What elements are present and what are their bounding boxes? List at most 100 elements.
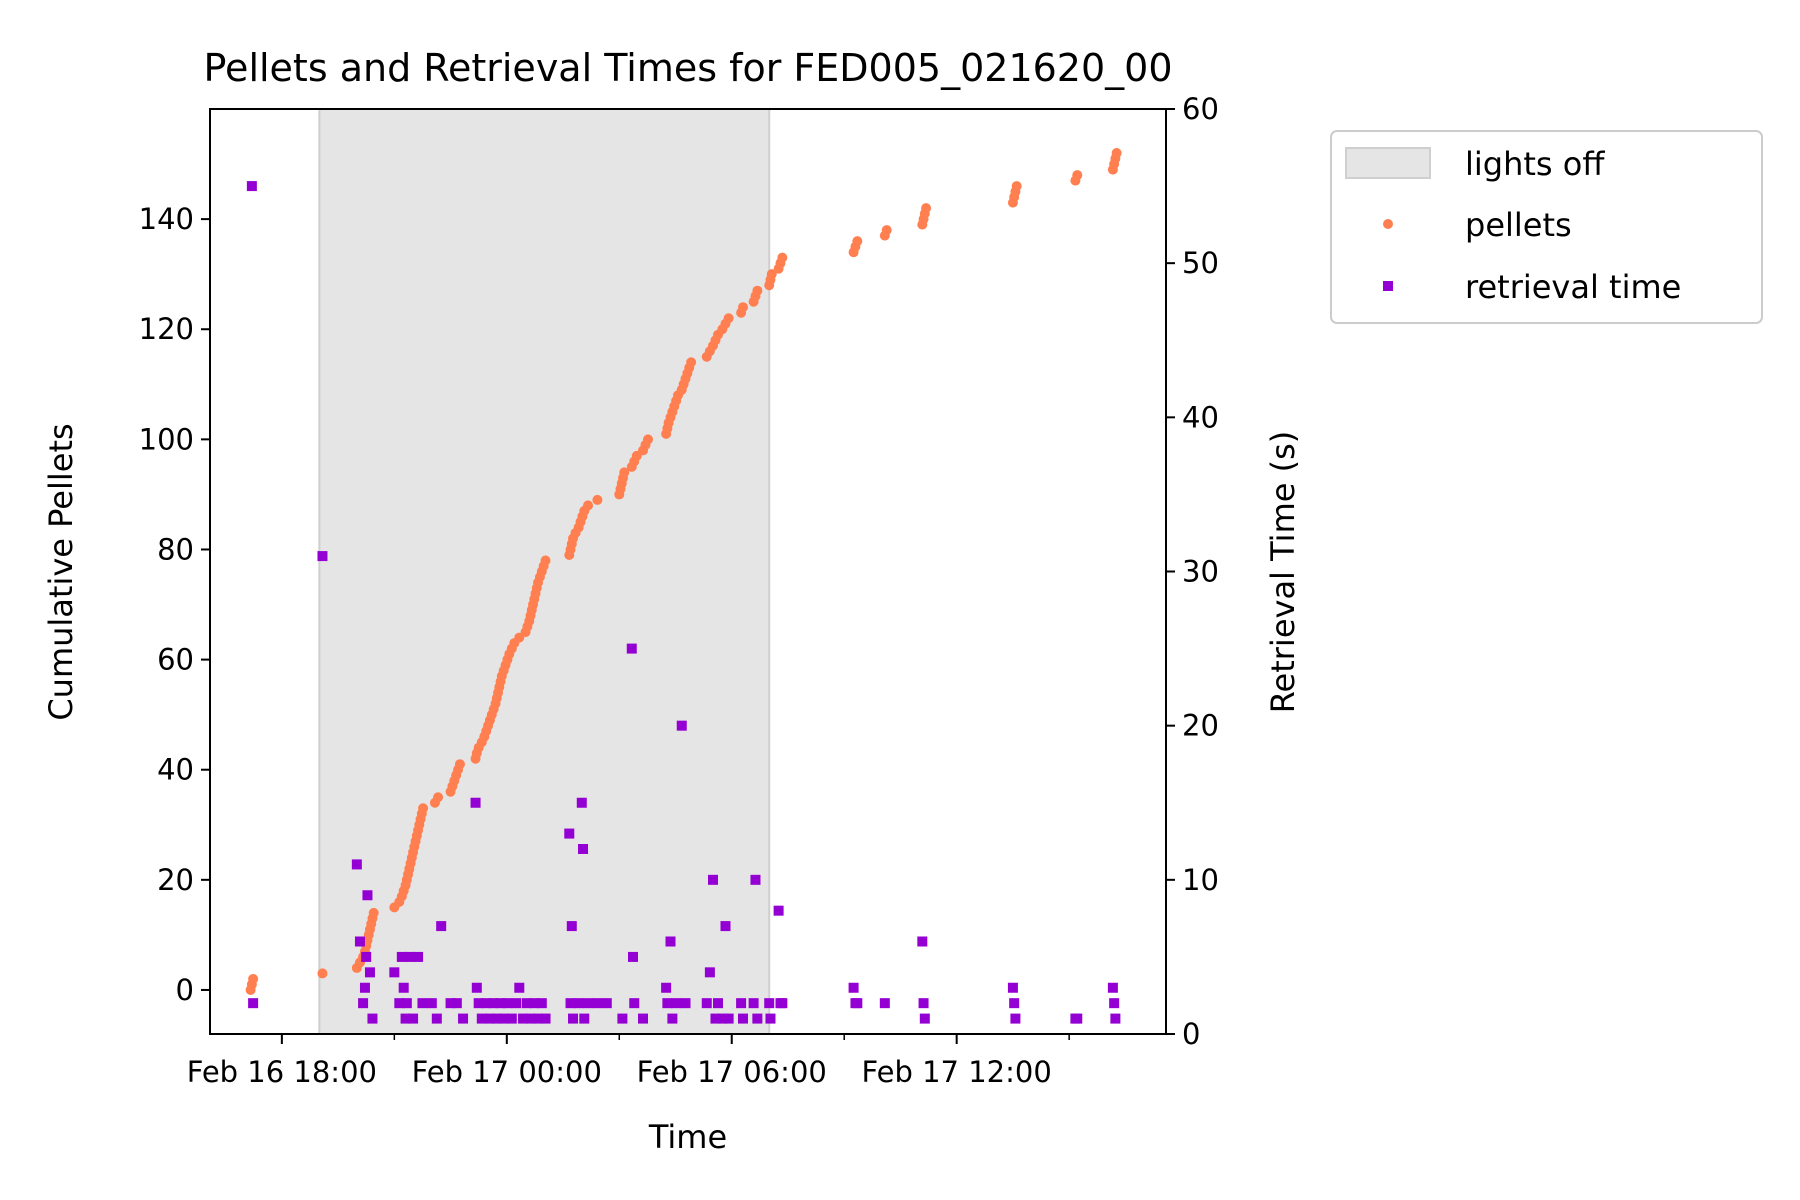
retrieval-point [413,951,424,962]
pellet-point [737,302,748,313]
retrieval-point [364,967,375,978]
retrieval-point [917,936,928,947]
retrieval-point [777,998,788,1009]
retrieval-point [525,1013,536,1024]
retrieval-point [717,1013,728,1024]
retrieval-point [662,998,673,1009]
retrieval-point [495,998,506,1009]
retrieval-point [354,936,365,947]
retrieval-point [750,874,761,885]
retrieval-point [488,998,499,1009]
retrieval-point [773,905,784,916]
retrieval-point [592,998,603,1009]
retrieval-point [752,1013,763,1024]
retrieval-point [502,998,513,1009]
legend-frame [1330,130,1763,324]
retrieval-point [617,1013,628,1024]
retrieval-point [1009,998,1020,1009]
pellet-point [752,285,763,296]
y-tick-label: 60 [157,643,194,677]
y-axis-label: Cumulative Pellets [42,423,80,720]
pellets-series [245,148,1122,995]
retrieval-point [417,998,428,1009]
retrieval-point [676,720,687,731]
retrieval-point [701,998,712,1009]
retrieval-point [396,951,407,962]
y2-tick-label: 40 [1182,400,1219,434]
y2-tick-label: 20 [1182,709,1219,743]
x-tick-label: Feb 17 00:00 [412,1055,602,1089]
retrieval-point [473,998,484,1009]
retrieval-point [431,1013,442,1024]
retrieval-point [389,967,400,978]
retrieval-point [628,951,639,962]
retrieval-point [626,643,637,654]
retrieval-point [737,1013,748,1024]
retrieval-point [445,998,456,1009]
retrieval-point [667,1013,678,1024]
retrieval-point [514,982,525,993]
pellet-point [777,252,788,263]
retrieval-point [579,1013,590,1024]
retrieval-point [408,1013,419,1024]
y-axis-left: 0 20 40 60 80 100 120 140 [139,202,210,1007]
y-axis-right: 0 10 20 30 40 50 60 [1166,92,1219,1051]
retrieval-point [564,828,575,839]
retrieval-point [511,998,522,1009]
retrieval-point [451,998,462,1009]
pellet-point [592,494,603,505]
retrieval-point [491,1013,502,1024]
retrieval-point [458,1013,469,1024]
pellet-point [921,203,932,214]
retrieval-point [470,797,481,808]
y-tick-label: 20 [157,863,194,897]
retrieval-point [661,982,672,993]
retrieval-point [367,1013,378,1024]
retrieval-point [404,951,415,962]
pellet-point [852,236,863,247]
retrieval-point [529,998,540,1009]
retrieval-point [533,1013,544,1024]
retrieval-point [919,1013,930,1024]
retrieval-point [712,998,723,1009]
legend-swatch-lights-off [1345,147,1431,179]
retrieval-point [568,1013,579,1024]
retrieval-point [748,998,759,1009]
retrieval-point [359,982,370,993]
retrieval-point [764,998,775,1009]
retrieval-point [848,982,859,993]
retrieval-point [536,998,547,1009]
y2-tick-label: 30 [1182,555,1219,589]
retrieval-point [1107,982,1118,993]
retrieval-series [246,181,1121,1024]
retrieval-point [710,1013,721,1024]
retrieval-point [765,1013,776,1024]
retrieval-point [565,998,576,1009]
retrieval-point [680,998,691,1009]
y-tick-label: 140 [139,202,194,236]
x-tick-label: Feb 16 18:00 [187,1055,377,1089]
pellet-point [619,467,630,478]
legend-label-lights-off: lights off [1465,145,1605,183]
retrieval-point [736,998,747,1009]
y-tick-label: 80 [157,532,194,566]
retrieval-point [484,1013,495,1024]
retrieval-point [521,998,532,1009]
y-tick-label: 40 [157,753,194,787]
retrieval-point [1110,1013,1121,1024]
retrieval-point [723,1013,734,1024]
retrieval-point [671,998,682,1009]
retrieval-point [476,1013,487,1024]
retrieval-point [707,874,718,885]
y2-tick-label: 60 [1182,92,1219,126]
retrieval-point [436,921,447,932]
pellet-point [686,357,697,368]
legend-label-retrieval: retrieval time [1465,268,1681,306]
legend: lights off pellets retrieval time [1330,130,1763,324]
retrieval-point [394,998,405,1009]
retrieval-point [471,982,482,993]
pellet-point [248,973,259,984]
retrieval-point [362,890,373,901]
pellet-point [766,269,777,280]
